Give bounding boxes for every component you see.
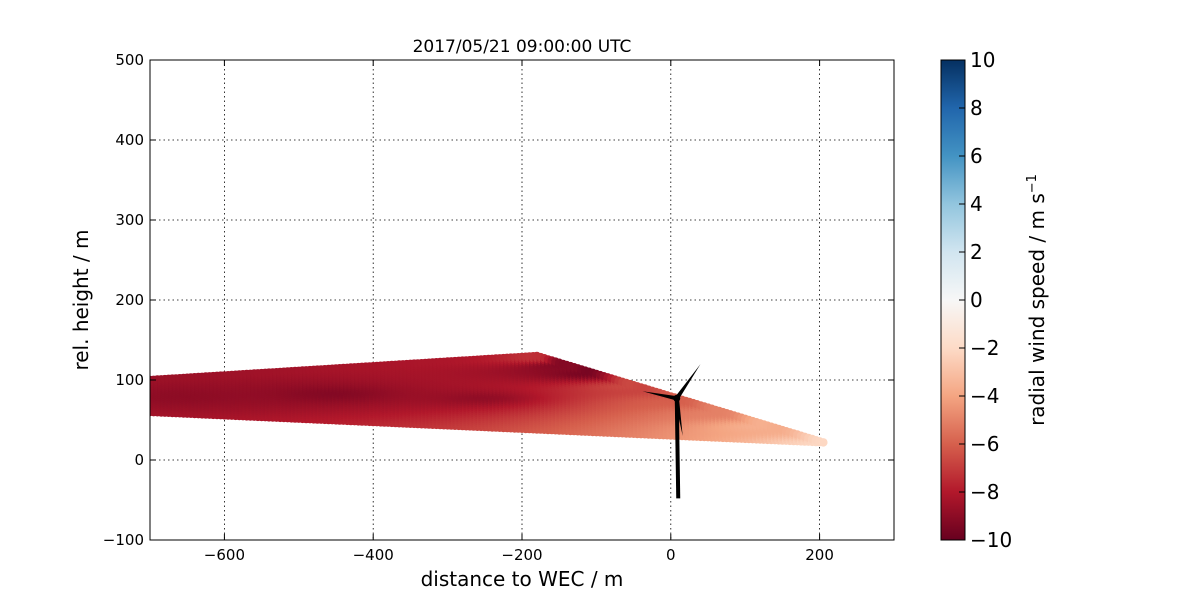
scan-point — [819, 438, 828, 447]
scan-point — [150, 407, 151, 412]
colorbar-tick-label: −2 — [970, 336, 999, 360]
y-tick-label: 100 — [115, 371, 144, 389]
colorbar-label: radial wind speed / m s−1 — [1025, 174, 1049, 426]
colorbar-tick-label: −10 — [970, 528, 1012, 552]
scan-point — [150, 398, 151, 402]
colorbar-tick-label: 10 — [970, 48, 995, 72]
y-tick-label: −100 — [103, 531, 144, 549]
scan-region — [138, 351, 828, 447]
y-tick-label: 300 — [115, 211, 144, 229]
scan-point — [150, 396, 151, 400]
scan-point — [138, 398, 146, 406]
colorbar-ticks: 10 8 6 4 2 0 −2 −4 −6 −8 −10 — [959, 48, 1012, 552]
scan-point — [138, 400, 146, 408]
scan-point — [150, 400, 151, 404]
colorbar: 10 8 6 4 2 0 −2 −4 −6 −8 −10 radial wind speed / m… — [940, 48, 1049, 552]
y-axis-label: rel. height / m — [69, 229, 93, 370]
colorbar-tick-label: −4 — [970, 384, 999, 408]
grid — [150, 59, 894, 541]
y-tick-label: 500 — [115, 51, 144, 69]
scan-point — [138, 406, 146, 414]
scan-point — [150, 405, 151, 410]
colorbar-tick-label: 6 — [970, 144, 983, 168]
y-tick-label: 200 — [115, 291, 144, 309]
y-tick-label: 400 — [115, 131, 144, 149]
plot-area: −600 −400 −200 0 200 −100 0 100 200 300 400 500 — [103, 51, 895, 564]
colorbar-label-text: radial wind speed / m s — [1025, 193, 1049, 426]
scan-point — [138, 408, 146, 416]
x-tick-label: −200 — [501, 546, 542, 564]
colorbar-tick-label: 4 — [970, 192, 983, 216]
scan-point — [138, 388, 146, 396]
x-tick-label: 0 — [666, 546, 676, 564]
scan-point — [150, 392, 151, 397]
scan-point — [150, 394, 151, 398]
colorbar-tick-label: −6 — [970, 432, 999, 456]
turbine-hub — [673, 394, 681, 402]
scan-point — [138, 394, 146, 402]
scan-point — [138, 404, 146, 412]
scan-point — [150, 409, 151, 414]
x-tick-label: 200 — [805, 546, 834, 564]
x-tick-label: −400 — [353, 546, 394, 564]
y-tick-label: 0 — [134, 451, 144, 469]
chart-title: 2017/05/21 09:00:00 UTC — [413, 37, 632, 57]
scan-point — [138, 402, 146, 410]
x-axis-label: distance to WEC / m — [421, 567, 624, 591]
scan-point — [150, 403, 151, 408]
colorbar-tick-label: 0 — [970, 288, 983, 312]
colorbar-tick-label: 8 — [970, 96, 983, 120]
colorbar-tick-label: −8 — [970, 480, 999, 504]
scan-point — [138, 392, 146, 400]
scan-point — [138, 396, 146, 404]
colorbar-tick-label: 2 — [970, 240, 983, 264]
colorbar-label-exponent: −1 — [1025, 174, 1040, 193]
scan-point — [150, 390, 151, 395]
scan-point — [150, 401, 151, 406]
x-tick-label: −600 — [204, 546, 245, 564]
scan-point — [138, 390, 146, 398]
